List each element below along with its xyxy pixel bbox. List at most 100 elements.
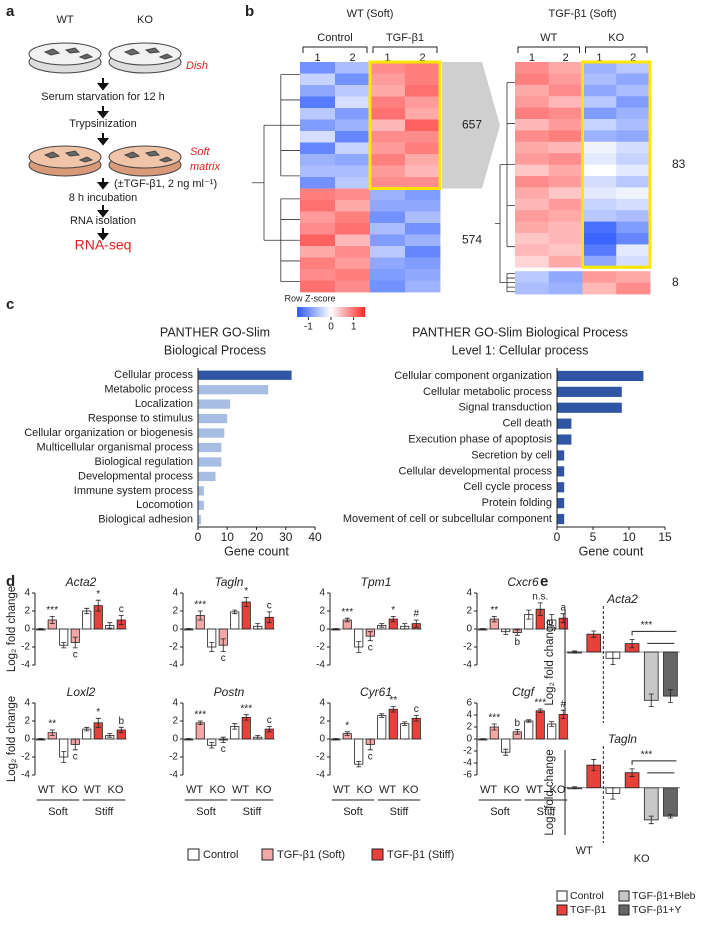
chart-title: Biological Process (164, 343, 266, 357)
x-label: WT (232, 784, 249, 796)
heatmap-cell (548, 84, 583, 97)
heatmap-cell (370, 73, 406, 86)
significance-label: c (267, 601, 272, 612)
category-label: Protein folding (482, 497, 552, 509)
error-bar (95, 717, 101, 728)
colorbar-step (301, 307, 304, 317)
heatmap-cell (548, 153, 583, 165)
error-bar (648, 693, 654, 707)
dendrogram (500, 82, 515, 248)
heatmap-cell (582, 271, 617, 283)
heatmap-cell (300, 223, 336, 235)
colorbar-step (331, 307, 334, 317)
heatmap-cell (335, 188, 371, 201)
heatmap-cell (335, 73, 371, 86)
chart-title: Tpm1 (361, 575, 392, 589)
group-label: Soft (48, 806, 68, 818)
bar (198, 385, 269, 395)
colorbar-step (307, 307, 310, 317)
group-label: TGF-β1 (386, 32, 424, 44)
heatmap-cell (405, 108, 441, 120)
error-bar (356, 641, 362, 653)
bracket-label: *** (641, 620, 653, 631)
y-tick-label: 4 (172, 588, 178, 599)
legend-label: TGF-β1 (570, 904, 607, 916)
heatmap-cell (335, 211, 371, 224)
column-label: 1 (314, 52, 320, 64)
heatmap-cell (405, 62, 441, 74)
colorbar-step (297, 307, 300, 317)
category-label: Locomotion (136, 499, 193, 511)
heatmap-cell (300, 234, 336, 247)
error-bar (629, 639, 635, 649)
heatmap-cell (616, 271, 651, 283)
bar (557, 482, 565, 493)
significance-label: a (560, 602, 566, 613)
heatmap-cell (300, 108, 336, 120)
y-tick-label: 4 (319, 588, 325, 599)
error-bar (667, 813, 673, 819)
x-label: KO (62, 784, 78, 796)
error-bar (220, 736, 226, 743)
significance-label: b (514, 718, 520, 729)
x-label: KO (256, 784, 272, 796)
bar (535, 710, 545, 740)
bar (400, 723, 410, 740)
colorbar-step (313, 307, 316, 317)
heatmap-cell (405, 223, 441, 235)
colorbar-step (351, 307, 354, 317)
step: Serum starvation for 12 h (41, 91, 165, 103)
y-tick-label: 0 (466, 624, 472, 635)
heatmap-cell (405, 85, 441, 97)
error-bar (61, 642, 67, 649)
y-tick-label: -2 (463, 642, 472, 653)
heatmap-cell (370, 62, 406, 74)
x-label: KO (108, 784, 124, 796)
error-bar (72, 636, 78, 649)
error-bar (243, 714, 249, 721)
chart-title: Tagln (608, 732, 637, 746)
bar (198, 370, 292, 380)
panel-letter: c (6, 296, 14, 313)
y-tick-label: 4 (319, 698, 325, 709)
panel-letter: d (6, 573, 15, 590)
heatmap-cell (300, 119, 336, 132)
x-label: KO (357, 784, 373, 796)
error-bar (514, 629, 520, 636)
colorbar-step (347, 307, 350, 317)
category-label: Cell cycle process (463, 481, 552, 493)
heatmap-cell (335, 257, 371, 270)
y-tick-label: -4 (21, 660, 30, 671)
heatmap-cell (335, 223, 371, 235)
error-bar (118, 726, 124, 734)
heatmap-cell (548, 164, 583, 177)
x-axis-label: Gene count (579, 544, 644, 558)
heatmap-cell (515, 164, 550, 177)
heatmap-cell (405, 246, 441, 258)
error-bar (107, 622, 113, 629)
heatmap-cell (370, 165, 406, 178)
error-bar (503, 748, 509, 756)
column-label: 1 (384, 52, 390, 64)
heatmap-cell (582, 130, 617, 143)
heatmap-cell (582, 153, 617, 165)
heatmap-cell (370, 280, 406, 293)
heatmap-cell (582, 73, 617, 86)
bar (198, 500, 204, 510)
category-label: Secretion by cell (471, 449, 552, 461)
heatmap-cell (616, 282, 651, 295)
heatmap-cell (515, 282, 550, 295)
bar (557, 498, 565, 509)
panel-letter: e (540, 573, 548, 590)
x-label: WT (379, 784, 396, 796)
error-bar (197, 720, 203, 725)
x-tick-label: 10 (622, 530, 636, 544)
y-tick-label: 2 (24, 716, 30, 727)
heatmap-cell (548, 271, 583, 283)
y-tick-label: 0 (172, 734, 178, 745)
bar (230, 611, 240, 630)
heatmap-cell (370, 96, 406, 109)
x-label: KO (210, 784, 226, 796)
legend-label: Control (570, 890, 604, 902)
category-label: Multicellular organismal process (36, 441, 193, 453)
